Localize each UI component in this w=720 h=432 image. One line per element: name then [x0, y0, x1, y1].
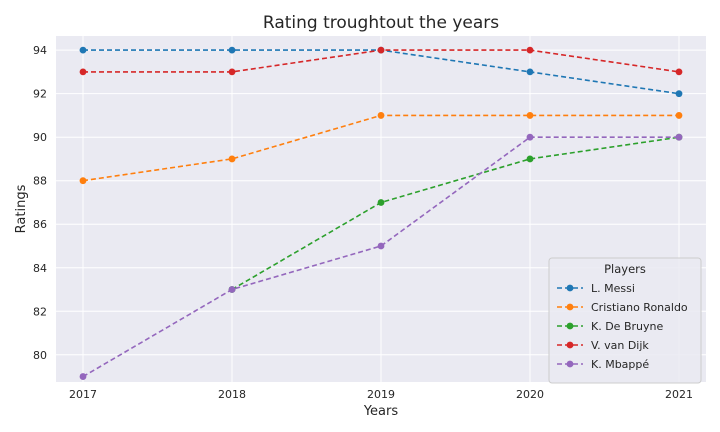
legend-item: K. De Bruyne	[557, 320, 663, 333]
data-point	[675, 133, 683, 141]
y-tick-label: 90	[33, 131, 47, 144]
data-point	[526, 155, 534, 163]
data-point	[526, 46, 534, 54]
x-tick-label: 2019	[367, 388, 395, 401]
data-point	[228, 68, 236, 76]
legend-label: V. van Dijk	[591, 339, 649, 352]
data-point	[675, 90, 683, 98]
y-tick-label: 94	[33, 44, 47, 57]
data-point	[228, 286, 236, 293]
series-group	[79, 46, 683, 380]
data-point	[377, 199, 385, 206]
data-point	[79, 373, 87, 380]
legend-item: Cristiano Ronaldo	[557, 301, 688, 314]
data-point	[675, 68, 683, 76]
legend-item: K. Mbappé	[557, 358, 649, 371]
legend-box	[548, 257, 702, 384]
legend-item: V. van Dijk	[557, 339, 649, 352]
legend-marker	[566, 322, 574, 330]
series-v-van-dijk	[79, 46, 683, 76]
x-tick-labels: 2017 2018 2019 2020 2021	[69, 388, 693, 401]
legend-marker	[566, 341, 574, 349]
y-tick-label: 92	[33, 88, 47, 101]
y-tick-label: 82	[33, 305, 47, 318]
data-point	[675, 112, 683, 119]
data-point	[79, 177, 87, 185]
legend-label: K. Mbappé	[591, 358, 649, 371]
data-point	[526, 68, 534, 76]
legend-label: L. Messi	[591, 282, 635, 295]
x-axis-label: Years	[363, 404, 399, 419]
data-point	[377, 242, 385, 250]
y-tick-label: 86	[33, 218, 47, 231]
data-point	[79, 68, 87, 76]
x-tick-label: 2020	[516, 388, 544, 401]
data-point	[526, 112, 534, 119]
legend-item: L. Messi	[557, 282, 635, 295]
x-tick-label: 2017	[69, 388, 97, 401]
data-point	[377, 46, 385, 54]
legend-label: K. De Bruyne	[591, 320, 663, 333]
data-point	[228, 46, 236, 54]
data-point	[79, 46, 87, 54]
y-tick-label: 84	[33, 262, 47, 275]
legend-label: Cristiano Ronaldo	[591, 301, 688, 314]
legend-title: Players	[604, 262, 646, 276]
y-tick-label: 88	[33, 175, 47, 188]
legend-marker	[566, 284, 574, 292]
series-line	[82, 136, 679, 378]
series-line	[231, 136, 680, 291]
legend: Players L. Messi Cristiano Ronaldo K. De B…	[548, 257, 702, 384]
y-axis-label: Ratings	[14, 184, 29, 233]
data-point	[526, 133, 534, 141]
y-tick-labels: 80 82 84 86 88 90 92 94	[33, 44, 47, 362]
series-cristiano-ronaldo	[79, 112, 683, 185]
x-tick-label: 2021	[665, 388, 693, 401]
y-tick-label: 80	[33, 349, 47, 362]
series-k-mbapp-	[79, 133, 683, 380]
legend-marker	[566, 360, 574, 368]
chart-title: Rating troughtout the years	[263, 13, 499, 33]
data-point	[228, 155, 236, 163]
data-point	[377, 112, 385, 119]
legend-marker	[566, 303, 574, 311]
x-tick-label: 2018	[218, 388, 246, 401]
